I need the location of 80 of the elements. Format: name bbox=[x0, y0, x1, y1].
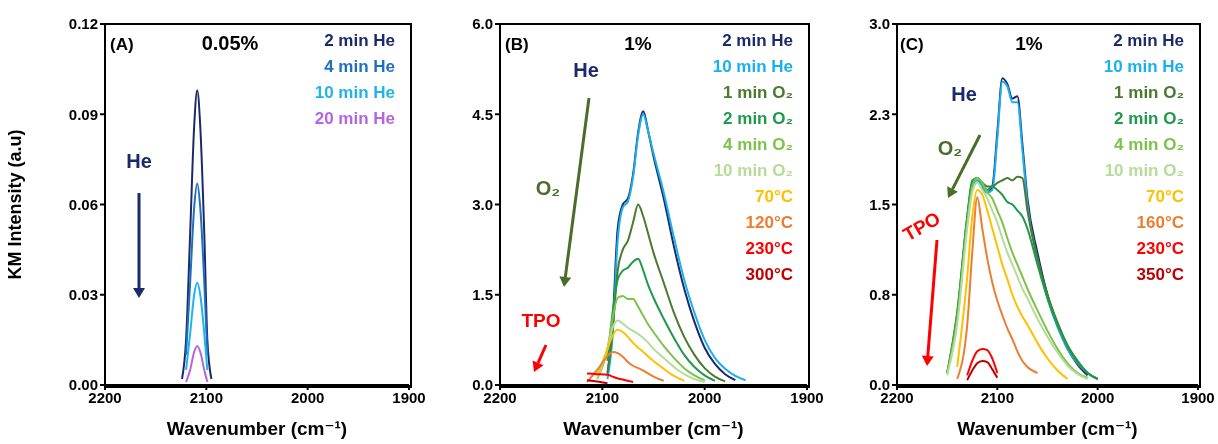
y-tick-label: 0.0 bbox=[869, 376, 890, 394]
annotation: (C) bbox=[900, 35, 924, 54]
y-tick-label: 0.00 bbox=[68, 376, 98, 394]
annotation: TPO bbox=[521, 310, 561, 331]
text: 2 min O₂ bbox=[722, 108, 793, 130]
y-tick-label: 0.03 bbox=[68, 286, 98, 304]
text: 2 min O₂ bbox=[1113, 108, 1184, 130]
text: 20 min He bbox=[314, 108, 395, 130]
line-series bbox=[956, 196, 1039, 380]
y-tick-label: 0.06 bbox=[68, 195, 98, 213]
annotation: O₂ bbox=[535, 177, 561, 199]
x-tick-label: 2000 bbox=[290, 388, 325, 406]
text: 10 min He bbox=[314, 82, 395, 104]
annotation: He bbox=[573, 59, 599, 81]
annotation: (B) bbox=[505, 35, 529, 54]
text: 1 min O₂ bbox=[722, 82, 793, 104]
annotation: (A) bbox=[110, 35, 134, 54]
text: 300°C bbox=[744, 264, 793, 286]
line-series bbox=[966, 347, 999, 377]
text: 4 min O₂ bbox=[722, 134, 793, 156]
text: 70°C bbox=[1145, 186, 1184, 208]
y-tick-label: 0.12 bbox=[68, 15, 98, 33]
line-series bbox=[585, 372, 635, 383]
y-axis-title: KM Intensity (a.u) bbox=[5, 129, 26, 280]
line-series bbox=[585, 350, 665, 383]
text: 2 min He bbox=[721, 30, 793, 52]
text: 10 min O₂ bbox=[1103, 160, 1184, 182]
y-tick-label: 3.0 bbox=[472, 195, 493, 213]
text: 230°C bbox=[1135, 238, 1184, 260]
line-series bbox=[596, 319, 706, 383]
x-tick-label: 1900 bbox=[392, 388, 426, 406]
y-tick-label: 0.0 bbox=[472, 376, 493, 394]
y-tick-label: 0.09 bbox=[68, 105, 98, 123]
text: 10 min O₂ bbox=[712, 160, 793, 182]
annotation: He bbox=[951, 83, 977, 105]
text: 120°C bbox=[744, 212, 793, 234]
x-tick-label: 2000 bbox=[1080, 388, 1115, 406]
text: 10 min He bbox=[712, 56, 793, 78]
annotation: O₂ bbox=[937, 137, 963, 159]
x-axis-title: Wavenumber (cm⁻¹) bbox=[957, 418, 1138, 439]
text: 230°C bbox=[744, 238, 793, 260]
y-tick-label: 1.5 bbox=[869, 195, 890, 213]
x-tick-label: 2100 bbox=[980, 388, 1015, 406]
y-tick-label: 0.8 bbox=[869, 286, 890, 304]
y-tick-label: 1.5 bbox=[472, 286, 493, 304]
text: 1 min O₂ bbox=[1113, 82, 1184, 104]
annotation: 1% bbox=[1015, 33, 1043, 54]
line-series bbox=[181, 89, 213, 380]
x-axis-title: Wavenumber (cm⁻¹) bbox=[563, 418, 744, 439]
line-series bbox=[185, 344, 209, 383]
annotation: 0.05% bbox=[201, 32, 259, 54]
text: 2 min He bbox=[1112, 30, 1184, 52]
annotation: He bbox=[126, 150, 152, 172]
line-series bbox=[596, 294, 706, 382]
y-tick-label: 3.0 bbox=[869, 15, 890, 33]
annotation: 1% bbox=[624, 33, 652, 54]
text: 4 min O₂ bbox=[1113, 134, 1184, 156]
x-tick-label: 2100 bbox=[189, 388, 224, 406]
annotation: TPO bbox=[899, 207, 944, 246]
text: 10 min He bbox=[1103, 56, 1184, 78]
y-tick-label: 6.0 bbox=[472, 15, 493, 33]
y-tick-label: 2.3 bbox=[869, 105, 890, 123]
text: 160°C bbox=[1135, 212, 1184, 234]
line-series bbox=[606, 203, 727, 383]
line-series bbox=[966, 359, 999, 382]
line-series bbox=[956, 189, 1069, 380]
x-tick-label: 2000 bbox=[687, 388, 722, 406]
line-series bbox=[606, 257, 716, 382]
x-tick-label: 1900 bbox=[790, 388, 824, 406]
line-series bbox=[185, 182, 209, 356]
text: 4 min He bbox=[323, 56, 395, 78]
line-series bbox=[185, 281, 209, 371]
x-tick-label: 1900 bbox=[1181, 388, 1215, 406]
y-tick-label: 4.5 bbox=[472, 105, 493, 123]
x-tick-label: 2100 bbox=[585, 388, 620, 406]
text: 70°C bbox=[754, 186, 793, 208]
text: 350°C bbox=[1135, 264, 1184, 286]
x-axis-title: Wavenumber (cm⁻¹) bbox=[166, 418, 348, 439]
text: 2 min He bbox=[323, 30, 395, 52]
line-series bbox=[596, 328, 686, 382]
